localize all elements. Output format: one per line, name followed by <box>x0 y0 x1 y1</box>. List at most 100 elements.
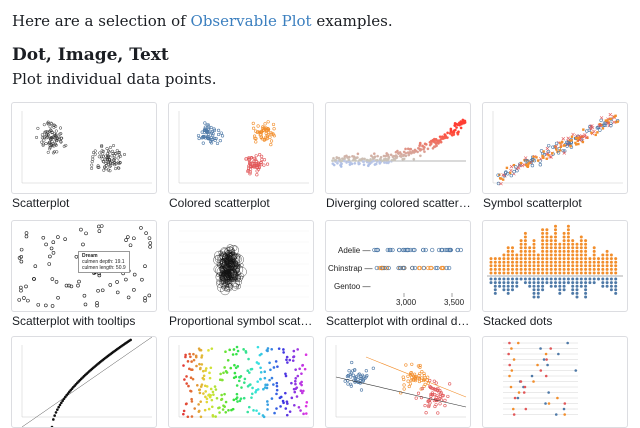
card-caption[interactable]: Proportional symbol scatter... <box>169 314 315 328</box>
plot-mark <box>512 413 516 416</box>
plot-mark <box>96 289 100 293</box>
plot-mark <box>115 290 120 295</box>
thumbnail-stacked-dots[interactable] <box>482 220 628 312</box>
plot-mark <box>62 397 66 401</box>
plot-mark <box>436 386 440 390</box>
plot-mark <box>549 271 553 275</box>
thumbnail-colored-scatterplot[interactable] <box>168 102 314 194</box>
card-caption[interactable]: Scatterplot with ordinal dim... <box>326 314 472 328</box>
thumbnail-diverging-scatterplot[interactable] <box>325 102 471 194</box>
thumbnail-proportional-symbol[interactable] <box>168 220 314 312</box>
plot-mark <box>431 393 435 397</box>
plot-mark <box>204 390 208 393</box>
thumbnail-dot-strip[interactable] <box>482 336 628 428</box>
plot-mark <box>520 164 525 168</box>
plot-mark <box>41 235 46 240</box>
plot-mark <box>256 345 260 349</box>
plot-mark <box>48 125 52 129</box>
plot-mark <box>220 393 223 397</box>
plot-mark <box>439 265 444 271</box>
plot-mark <box>55 139 59 143</box>
plot-mark <box>498 281 502 285</box>
plot-mark <box>493 271 497 275</box>
plot-mark <box>555 148 558 151</box>
plot-mark <box>235 352 238 356</box>
plot-mark <box>444 265 449 271</box>
thumbnail-qq-plot[interactable] <box>11 336 157 428</box>
plot-mark <box>525 163 528 167</box>
plot-mark <box>17 256 22 260</box>
card-caption[interactable]: Scatterplot with tooltips <box>12 314 136 328</box>
plot-mark <box>506 249 510 253</box>
plot-mark <box>219 265 230 275</box>
thumbnail-regression-scatter[interactable] <box>325 336 471 428</box>
plot-mark <box>402 153 406 157</box>
plot-mark <box>508 363 512 367</box>
plot-mark <box>545 228 549 232</box>
plot-mark <box>17 298 22 302</box>
plot-mark <box>285 358 288 362</box>
plot-mark <box>96 164 100 168</box>
plot-mark <box>562 235 566 239</box>
plot-mark <box>575 242 579 246</box>
plot-mark <box>493 257 497 261</box>
thumbnail-scatterplot-tooltips[interactable]: Dream culmen depth: 19.1 culmen length: … <box>11 220 157 312</box>
plot-mark <box>530 374 534 378</box>
plot-mark <box>231 353 235 356</box>
plot-mark <box>566 239 570 243</box>
card-caption[interactable]: Scatterplot <box>12 196 70 210</box>
plot-mark <box>105 146 109 151</box>
plot-mark <box>214 415 217 418</box>
plot-mark <box>250 396 253 399</box>
thumbnail-ordinal-scatterplot[interactable]: Adelie — Chinstrap — Gentoo — 3,000 3,50… <box>325 220 471 312</box>
plot-mark <box>589 127 593 131</box>
plot-mark <box>523 257 527 261</box>
plot-mark <box>367 163 371 166</box>
plot-mark <box>571 277 575 281</box>
plot-mark <box>575 257 579 261</box>
plot-mark <box>252 126 256 130</box>
thumbnail-symbol-scatterplot[interactable] <box>482 102 628 194</box>
plot-mark <box>235 256 243 263</box>
card-caption[interactable]: Symbol scatterplot <box>483 196 582 210</box>
plot-mark <box>210 405 214 409</box>
plot-mark <box>50 277 55 281</box>
plot-mark <box>202 374 206 378</box>
plot-mark <box>228 274 237 283</box>
plot-mark <box>562 267 566 271</box>
plot-mark <box>262 387 265 391</box>
plot-mark <box>532 291 536 295</box>
plot-mark <box>545 277 549 281</box>
plot-mark <box>506 291 510 295</box>
plot-mark <box>90 160 94 164</box>
plot-mark <box>511 246 514 250</box>
plot-mark <box>205 397 209 401</box>
plot-mark <box>106 168 110 172</box>
plot-mark <box>190 397 193 401</box>
plot-mark <box>186 360 190 363</box>
plot-mark <box>189 376 193 379</box>
thumbnail-colored-dots[interactable] <box>168 336 314 428</box>
plot-mark <box>609 288 613 292</box>
plot-mark <box>103 165 107 169</box>
thumbnail-scatterplot[interactable] <box>11 102 157 194</box>
plot-mark <box>545 239 549 243</box>
plot-mark <box>579 257 583 261</box>
plot-mark <box>221 408 225 411</box>
plot-mark <box>351 369 355 373</box>
card-caption[interactable]: Stacked dots <box>483 314 553 328</box>
plot-mark <box>558 242 562 246</box>
card-caption[interactable]: Colored scatterplot <box>169 196 270 210</box>
plot-mark <box>218 411 221 414</box>
plot-mark <box>397 152 400 155</box>
plot-mark <box>515 267 519 271</box>
plot-mark <box>207 349 210 352</box>
plot-mark <box>598 122 601 126</box>
plot-mark <box>235 273 238 276</box>
card-caption[interactable]: Diverging colored scatterplot <box>326 196 472 210</box>
plot-mark <box>584 277 588 281</box>
plot-mark <box>224 411 228 414</box>
plot-mark <box>190 415 194 418</box>
plot-mark <box>592 271 596 275</box>
observable-plot-link[interactable]: Observable Plot <box>190 12 312 30</box>
